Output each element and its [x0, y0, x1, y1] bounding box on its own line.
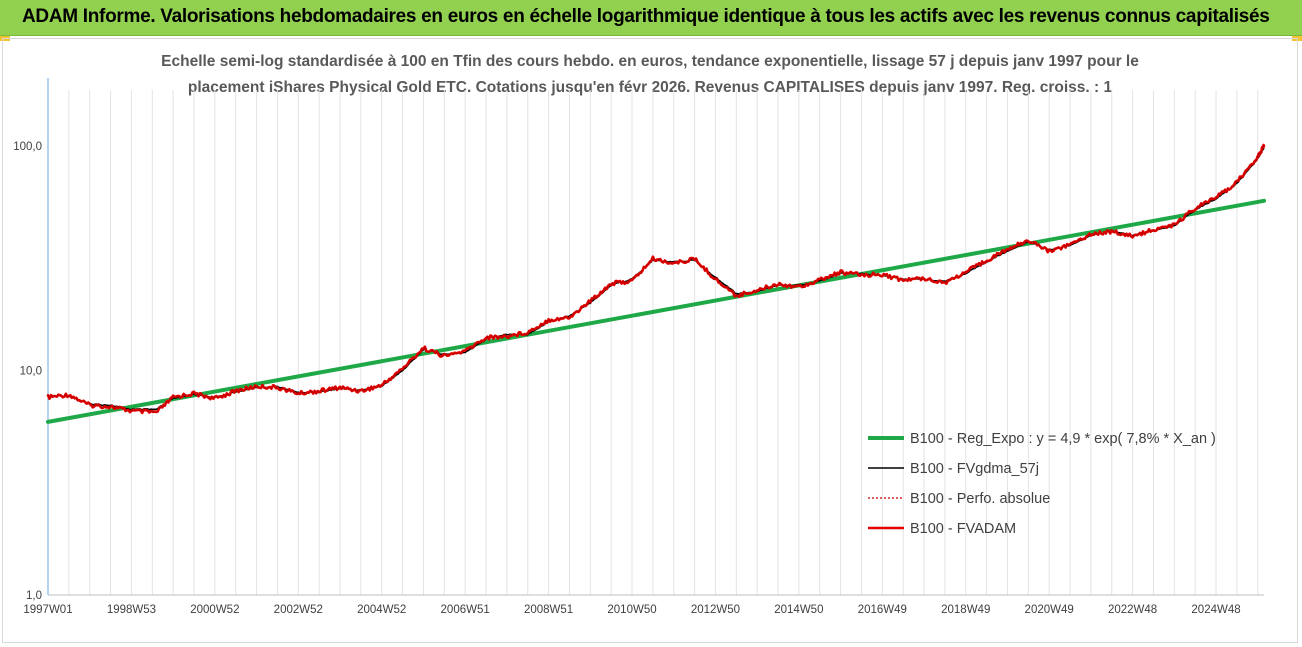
chart-subtitle-line1: Echelle semi-log standardisée à 100 en T… — [161, 53, 1139, 70]
x-tick-label: 2006W51 — [441, 604, 490, 616]
x-tick-label: 1997W01 — [23, 604, 72, 616]
y-tick-label: 10,0 — [20, 366, 42, 378]
x-tick-label: 2024W48 — [1191, 604, 1240, 616]
x-tick-label: 2000W52 — [190, 604, 239, 616]
x-tick-label: 2002W52 — [274, 604, 323, 616]
page-title: ADAM Informe. Valorisations hebdomadaire… — [22, 6, 1270, 27]
y-tick-label: 100,0 — [13, 141, 42, 153]
x-tick-label: 2018W49 — [941, 604, 990, 616]
x-tick-label: 2012W50 — [691, 604, 740, 616]
x-tick-label: 2014W50 — [774, 604, 823, 616]
title-banner: ADAM Informe. Valorisations hebdomadaire… — [0, 0, 1302, 36]
series-line-perfo — [47, 144, 1265, 414]
series-line-fvgdma — [47, 147, 1265, 411]
x-tick-label: 2016W49 — [858, 604, 907, 616]
series-line-fvadam — [46, 143, 1266, 415]
x-tick-label: 2022W48 — [1108, 604, 1157, 616]
chart-frame — [2, 38, 1298, 643]
gridlines — [68, 90, 1259, 595]
legend-label-fvadam: B100 - FVADAM — [910, 521, 1016, 537]
legend-label-fvgdma: B100 - FVgdma_57j — [910, 461, 1039, 477]
legend-label-trend: B100 - Reg_Expo : y = 4,9 * exp( 7,8% * … — [910, 431, 1216, 447]
series-line-trend — [46, 198, 1266, 424]
chart-subtitle-line2: placement iShares Physical Gold ETC. Cot… — [187, 79, 1113, 96]
y-tick-label: 1,0 — [26, 590, 42, 602]
x-tick-label: 2020W49 — [1025, 604, 1074, 616]
x-tick-label: 2004W52 — [357, 604, 406, 616]
x-tick-label: 2008W51 — [524, 604, 573, 616]
legend-label-perfo: B100 - Perfo. absolue — [910, 491, 1050, 507]
series-lines — [46, 143, 1266, 424]
x-tick-label: 2010W50 — [607, 604, 656, 616]
x-tick-label: 1998W53 — [107, 604, 156, 616]
legend: B100 - Reg_Expo : y = 4,9 * exp( 7,8% * … — [868, 431, 1216, 537]
axes: 100,0 10,0 1,0 1997W01 1998W53 2000W52 2002W52… — [13, 78, 1264, 616]
